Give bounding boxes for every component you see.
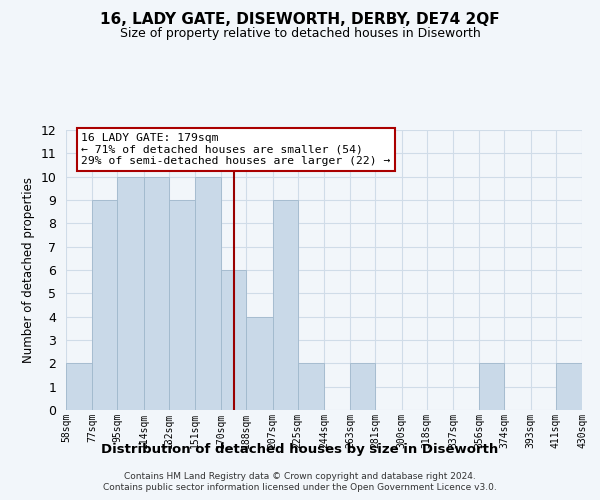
Bar xyxy=(221,270,247,410)
Text: Contains public sector information licensed under the Open Government Licence v3: Contains public sector information licen… xyxy=(103,484,497,492)
Bar xyxy=(556,364,582,410)
Bar xyxy=(479,364,505,410)
Bar xyxy=(298,364,324,410)
Y-axis label: Number of detached properties: Number of detached properties xyxy=(22,177,35,363)
Bar xyxy=(92,200,118,410)
Bar xyxy=(143,176,169,410)
Bar xyxy=(66,364,92,410)
Bar xyxy=(195,176,221,410)
Text: Distribution of detached houses by size in Diseworth: Distribution of detached houses by size … xyxy=(101,442,499,456)
Text: 16 LADY GATE: 179sqm
← 71% of detached houses are smaller (54)
29% of semi-detac: 16 LADY GATE: 179sqm ← 71% of detached h… xyxy=(82,133,391,166)
Bar xyxy=(247,316,272,410)
Text: 16, LADY GATE, DISEWORTH, DERBY, DE74 2QF: 16, LADY GATE, DISEWORTH, DERBY, DE74 2Q… xyxy=(100,12,500,28)
Bar xyxy=(350,364,376,410)
Bar xyxy=(272,200,298,410)
Bar xyxy=(169,200,195,410)
Text: Contains HM Land Registry data © Crown copyright and database right 2024.: Contains HM Land Registry data © Crown c… xyxy=(124,472,476,481)
Bar xyxy=(118,176,143,410)
Text: Size of property relative to detached houses in Diseworth: Size of property relative to detached ho… xyxy=(119,28,481,40)
